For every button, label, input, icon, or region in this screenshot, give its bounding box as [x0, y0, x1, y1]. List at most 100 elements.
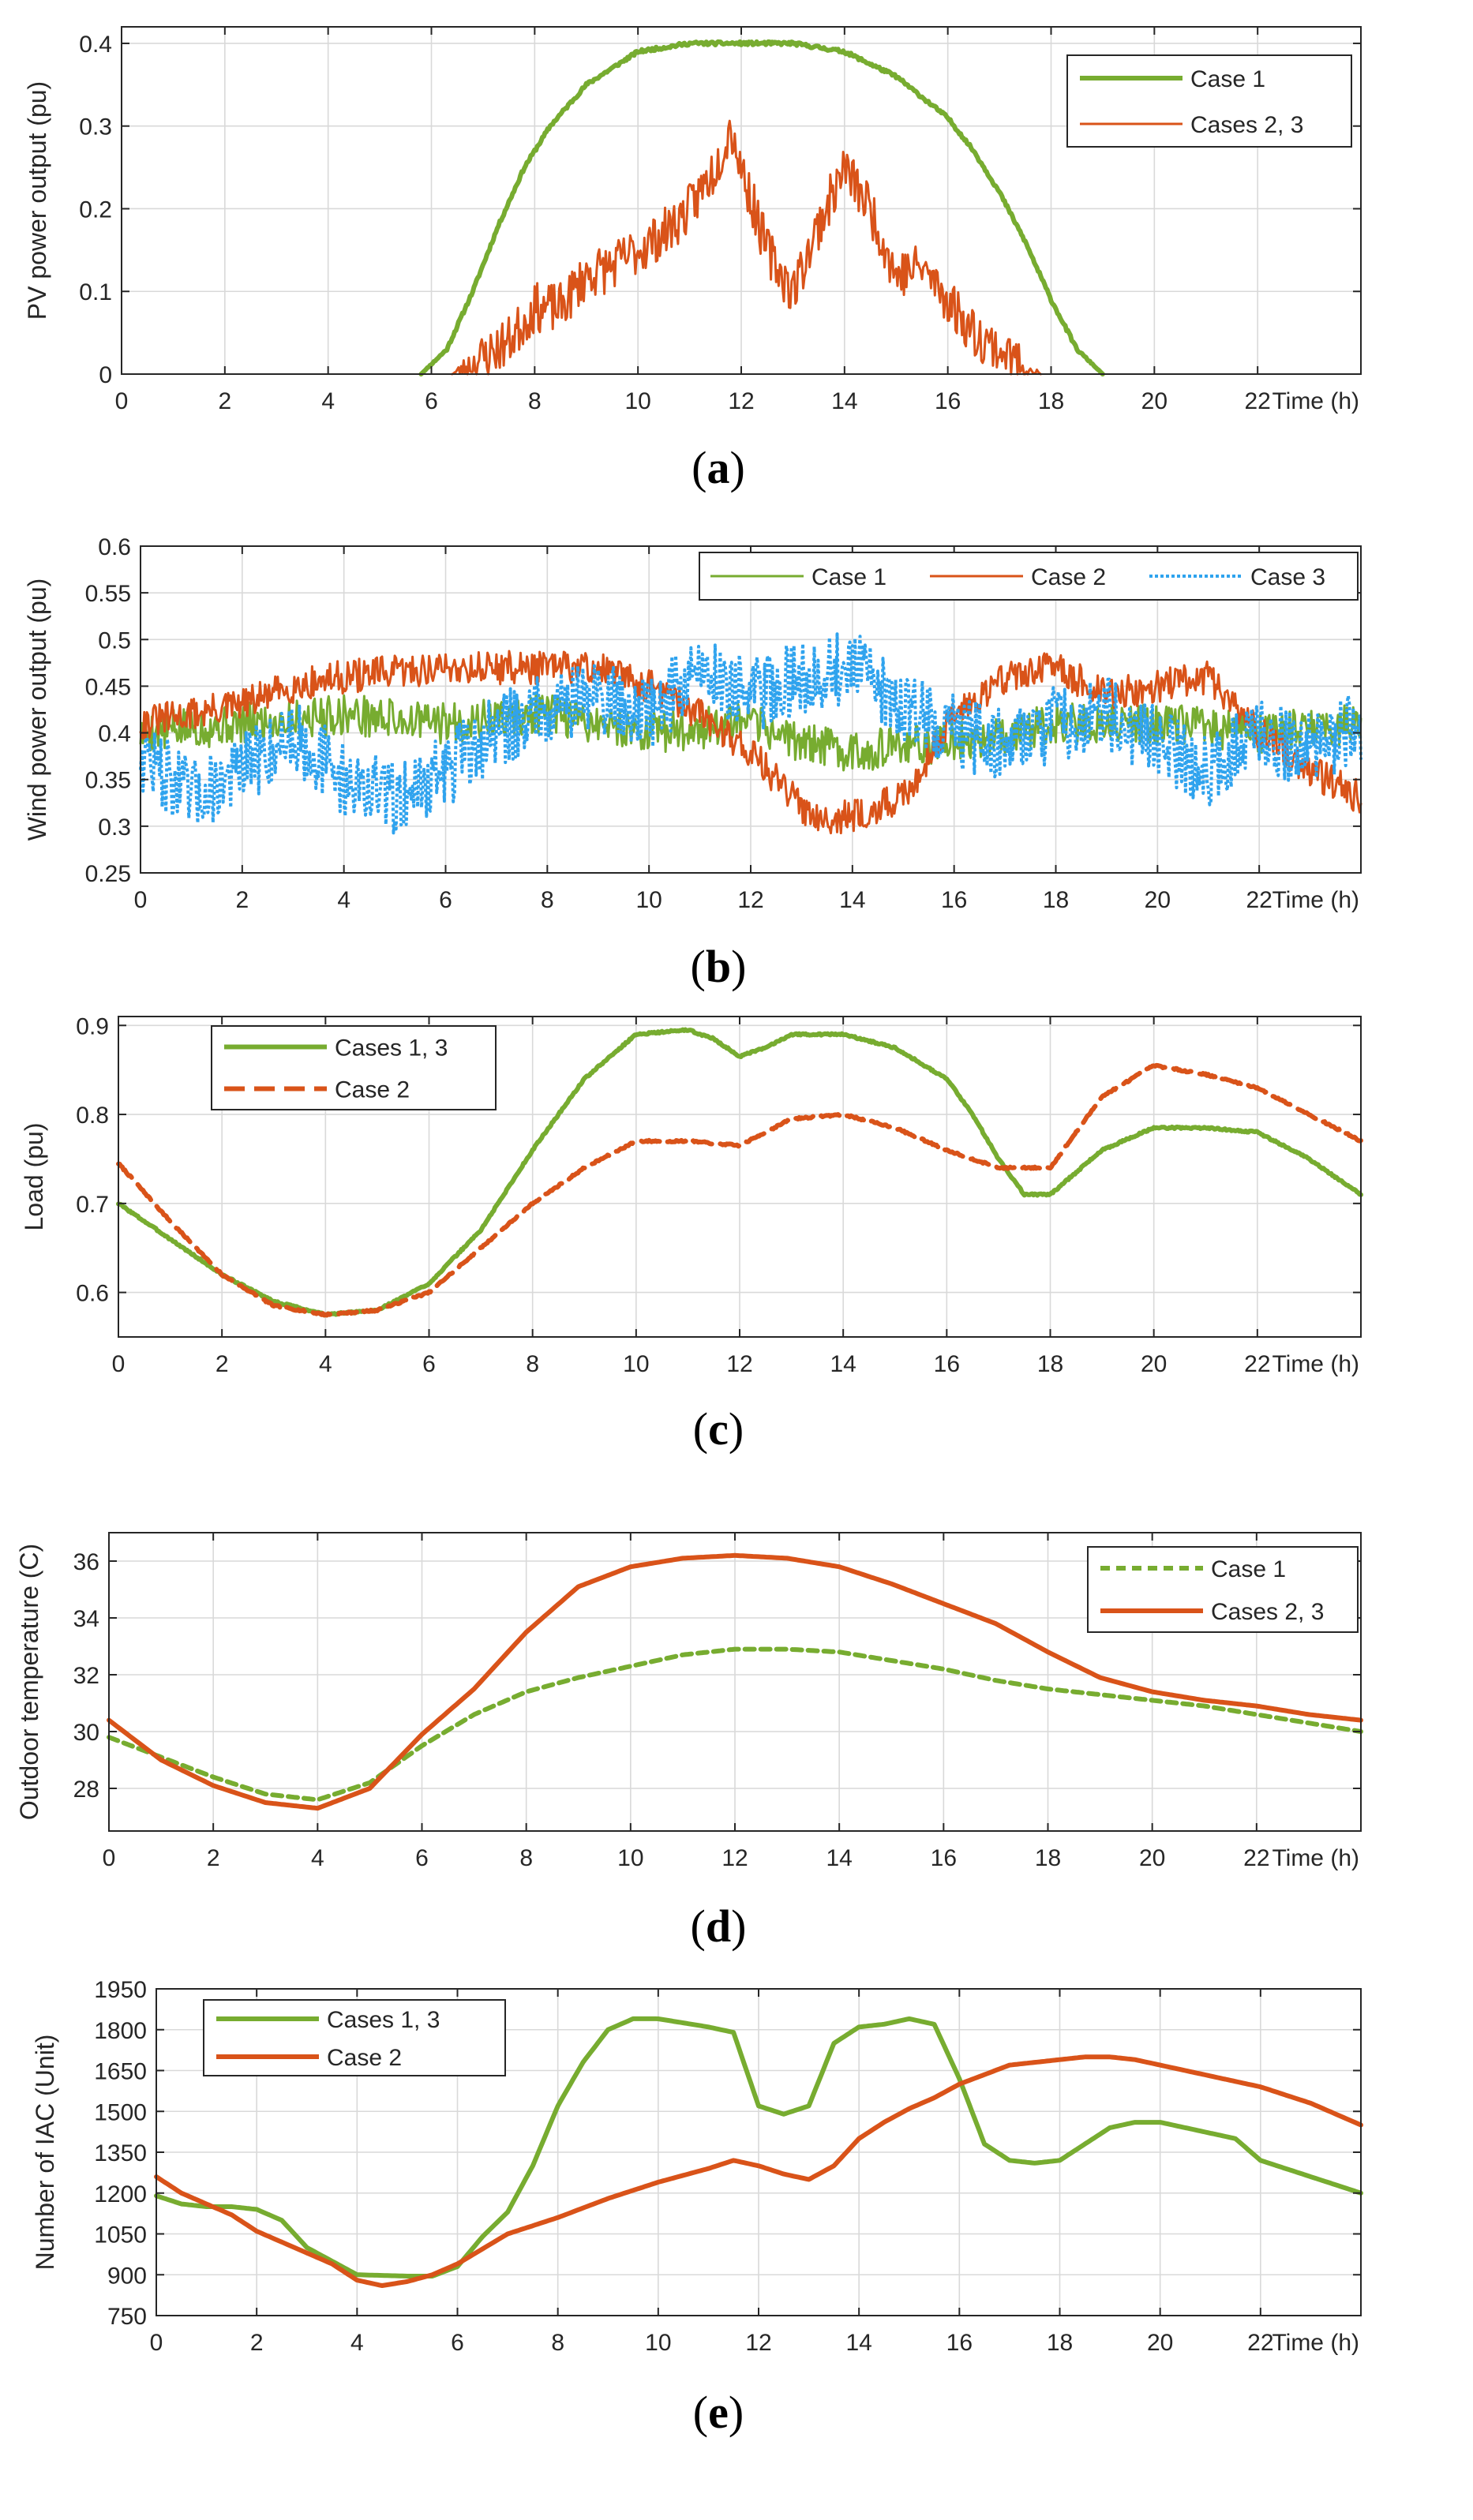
- y-tick-label: 0.5: [98, 627, 131, 653]
- legend: Case 1 Case 2 Case 3: [699, 552, 1359, 601]
- x-tick-label: 12: [737, 887, 763, 913]
- y-tick-label: 0.35: [85, 768, 131, 794]
- x-tick-label: 6: [439, 887, 452, 913]
- x-tick-label: 8: [551, 2330, 564, 2356]
- x-tick-label: 0: [112, 1351, 126, 1377]
- x-tick-label: 2: [207, 1845, 220, 1871]
- x-tick-label: 10: [645, 2330, 671, 2356]
- x-tick-label: 14: [830, 1351, 856, 1377]
- x-tick-label: 0: [150, 2330, 163, 2356]
- y-tick-label: 0.6: [98, 534, 131, 560]
- y-tick-label: 36: [73, 1549, 99, 1575]
- legend-label-2: Case 2: [1031, 564, 1106, 590]
- y-axis-label: Number of IAC (Unit): [31, 2035, 59, 2271]
- x-tick-label: 0: [134, 887, 148, 913]
- x-tick-label: 2: [218, 388, 231, 414]
- x-tick-label: 10: [635, 887, 662, 913]
- chart-panel-e: 0 2 4 6 8 10 12 14 16 18 20 22 750 900 1050 1200 1350 150…: [31, 1977, 1363, 2438]
- y-tick-label: 1200: [94, 2181, 147, 2207]
- panel-caption: (e): [693, 2387, 744, 2438]
- y-tick-label: 30: [73, 1720, 99, 1746]
- x-tick-label: 4: [321, 388, 335, 414]
- y-tick-label: 0.3: [79, 114, 112, 140]
- x-tick-label: 6: [451, 2330, 464, 2356]
- series-line-2: [139, 650, 1362, 835]
- x-tick-label: 12: [728, 388, 754, 414]
- x-tick-label: 20: [1147, 2330, 1173, 2356]
- series-line-2: [451, 119, 1042, 376]
- legend-box: [1087, 1546, 1359, 1633]
- x-tick-label: 8: [519, 1845, 533, 1871]
- y-tick-label: 0.7: [76, 1192, 109, 1218]
- legend-label-1: Case 1: [1211, 1556, 1286, 1582]
- legend-box: [1066, 54, 1352, 148]
- series-line-2: [116, 1062, 1363, 1318]
- x-tick-label: 18: [1047, 2330, 1073, 2356]
- x-tick-label: 10: [623, 1351, 649, 1377]
- x-tick-label: 2: [216, 1351, 229, 1377]
- x-tick-label: 22: [1243, 1845, 1269, 1871]
- x-tick-label: 8: [526, 1351, 539, 1377]
- x-tick-label: 18: [1043, 887, 1069, 913]
- series-line-1: [107, 1646, 1363, 1803]
- y-tick-label: 1800: [94, 2018, 147, 2044]
- x-tick-label: 8: [541, 887, 554, 913]
- x-tick-label: 10: [617, 1845, 643, 1871]
- legend: Cases 1, 3 Case 2: [211, 1025, 497, 1110]
- series-line-1: [154, 2016, 1363, 2278]
- legend-label-1: Case 1: [1190, 66, 1265, 92]
- x-tick-label: 14: [839, 887, 865, 913]
- panel-caption: (a): [692, 442, 745, 493]
- y-tick-label: 0.3: [98, 814, 131, 841]
- legend-label-2: Cases 2, 3: [1190, 112, 1303, 138]
- series-line-2: [154, 2054, 1363, 2288]
- x-tick-label: 0: [103, 1845, 116, 1871]
- chart-panel-d: 0 2 4 6 8 10 12 14 16 18 20 22 28 30 32 34 36 Time (h) Out…: [15, 1532, 1363, 1952]
- y-tick-label: 0.45: [85, 674, 131, 700]
- x-tick-label: 22: [1244, 1351, 1270, 1377]
- legend-label-2: Cases 2, 3: [1211, 1599, 1324, 1625]
- legend: Case 1 Cases 2, 3: [1066, 54, 1352, 148]
- y-axis-label: Outdoor temperature (C): [15, 1544, 43, 1820]
- x-tick-label: 16: [934, 1351, 960, 1377]
- y-tick-label: 32: [73, 1663, 99, 1689]
- x-tick-label: 14: [826, 1845, 852, 1871]
- y-tick-label: 0: [99, 362, 112, 388]
- legend-label-2: Case 2: [335, 1077, 410, 1103]
- chart-panel-c: 0 2 4 6 8 10 12 14 16 18 20 22 0.6 0.7 0.8 0.9 Time (h) L…: [20, 1013, 1363, 1455]
- x-tick-label: 18: [1037, 1351, 1063, 1377]
- x-tick-label: 20: [1141, 1351, 1167, 1377]
- x-tick-label: 6: [415, 1845, 429, 1871]
- x-tick-label: 16: [931, 1845, 957, 1871]
- y-axis-label: PV power output (pu): [23, 81, 51, 320]
- x-tick-label: 18: [1038, 388, 1064, 414]
- series-line-1: [418, 39, 1105, 376]
- panel-caption: (c): [693, 1403, 744, 1455]
- y-tick-label: 0.6: [76, 1281, 109, 1307]
- x-tick-label: 4: [337, 887, 350, 913]
- y-tick-label: 750: [107, 2304, 147, 2330]
- legend-label-2: Case 2: [327, 2045, 402, 2071]
- x-tick-label: 14: [831, 388, 857, 414]
- legend-box: [699, 552, 1359, 601]
- legend-box: [211, 1025, 497, 1110]
- panel-caption: (d): [691, 1900, 747, 1952]
- y-tick-label: 0.2: [79, 197, 112, 223]
- x-axis-label: Time (h): [1272, 388, 1359, 414]
- x-tick-label: 10: [624, 388, 650, 414]
- x-tick-label: 16: [941, 887, 967, 913]
- panel-caption: (b): [691, 941, 747, 992]
- x-tick-label: 14: [845, 2330, 871, 2356]
- x-tick-label: 6: [422, 1351, 436, 1377]
- x-tick-label: 12: [745, 2330, 771, 2356]
- x-tick-label: 20: [1145, 887, 1171, 913]
- series-line-3: [139, 632, 1362, 835]
- x-tick-label: 0: [115, 388, 129, 414]
- x-tick-label: 16: [935, 388, 961, 414]
- x-tick-label: 22: [1247, 2330, 1273, 2356]
- legend: Case 1 Cases 2, 3: [1087, 1546, 1359, 1633]
- y-tick-label: 0.4: [98, 721, 131, 747]
- y-tick-label: 1950: [94, 1977, 147, 2003]
- x-tick-label: 18: [1035, 1845, 1061, 1871]
- y-tick-label: 1350: [94, 2140, 147, 2166]
